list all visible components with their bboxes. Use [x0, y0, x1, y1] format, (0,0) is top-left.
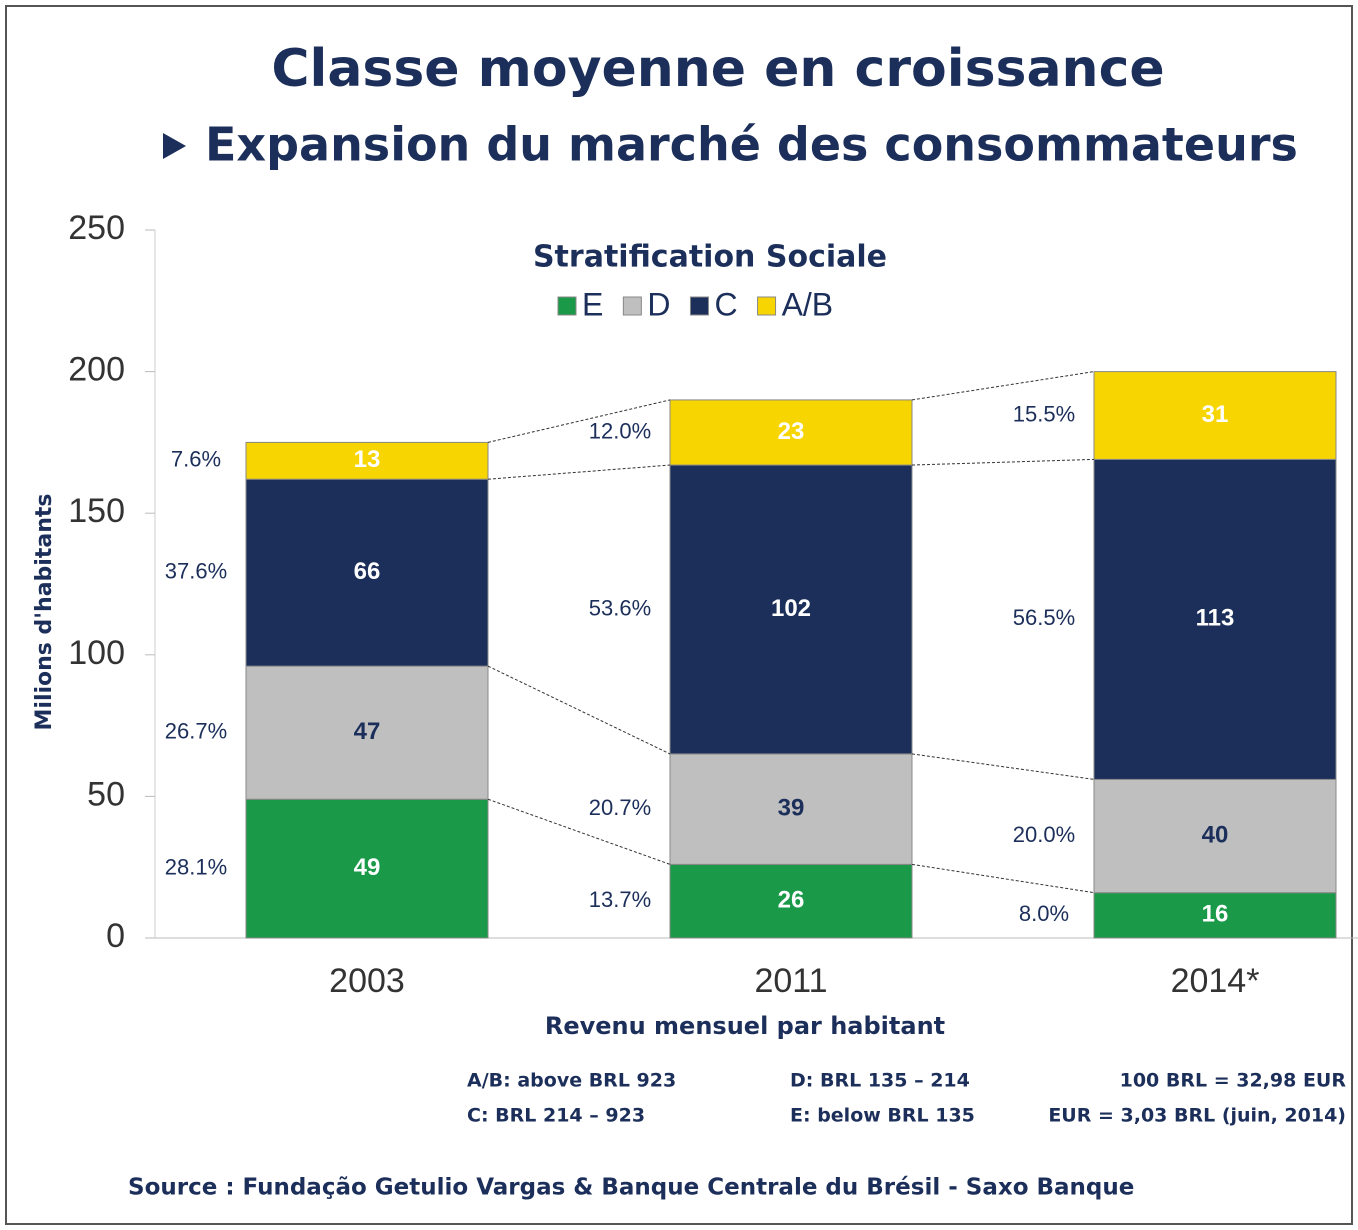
share-label: 12.0%	[589, 418, 651, 443]
bar-segment	[1093, 778, 1337, 894]
connector	[911, 753, 1095, 780]
bar-segment	[1093, 892, 1337, 939]
bar-segment	[245, 441, 489, 480]
connector	[911, 863, 1095, 894]
legend-swatch	[622, 296, 642, 316]
share-label: 20.7%	[589, 795, 651, 820]
share-label: 13.7%	[589, 887, 651, 912]
legend-label: E	[582, 286, 603, 322]
bar-segment	[1093, 371, 1337, 460]
value-label: 16	[1202, 901, 1229, 928]
value-label: 26	[778, 887, 805, 914]
share-label: 26.7%	[165, 718, 227, 743]
y-tick-label: 250	[68, 209, 125, 247]
legend-swatch	[557, 296, 577, 316]
legend-swatch	[689, 296, 709, 316]
value-label: 13	[354, 446, 381, 473]
x-tick-label: 2014*	[1171, 962, 1260, 1000]
x-axis-label: Revenu mensuel par habitant	[545, 1012, 945, 1040]
legend-swatch	[757, 296, 777, 316]
value-label: 66	[354, 558, 381, 585]
value-label: 31	[1202, 401, 1229, 428]
share-label: 53.6%	[589, 595, 651, 620]
y-axis-label: Milions d'habitants	[32, 494, 57, 731]
note: A/B: above BRL 923	[467, 1070, 676, 1092]
legend-label: A/B	[782, 286, 834, 322]
x-tick-label: 2011	[754, 962, 827, 1000]
connector	[911, 458, 1095, 466]
value-label: 113	[1196, 605, 1235, 632]
legend-label: D	[647, 286, 670, 322]
value-label: 47	[354, 718, 381, 745]
bullet-icon	[163, 133, 186, 159]
value-label: 102	[771, 595, 811, 622]
y-tick-label: 150	[68, 492, 125, 530]
note: D: BRL 135 – 214	[790, 1070, 970, 1092]
bar-segment	[669, 399, 913, 466]
y-tick-label: 0	[106, 917, 125, 955]
source: Source : Fundação Getulio Vargas & Banqu…	[128, 1175, 1134, 1201]
share-label: 56.5%	[1013, 605, 1075, 630]
chart-subtitle: Expansion du marché des consommateurs	[205, 118, 1298, 172]
bar-segment	[1093, 458, 1337, 780]
value-label: 40	[1202, 821, 1229, 848]
value-label: 23	[778, 418, 805, 445]
note: C: BRL 214 – 923	[467, 1105, 645, 1127]
legend-title: Stratification Sociale	[533, 240, 887, 275]
legend-label: C	[714, 286, 737, 322]
connector	[487, 464, 671, 480]
y-tick-label: 50	[87, 775, 125, 813]
share-label: 28.1%	[165, 854, 227, 879]
bar-segment	[245, 478, 489, 667]
bar-segment	[245, 798, 489, 939]
share-label: 7.6%	[171, 447, 221, 472]
note: EUR = 3,03 BRL (juin, 2014)	[1048, 1105, 1346, 1127]
share-label: 15.5%	[1013, 401, 1075, 426]
bar-segment	[669, 464, 913, 755]
value-label: 39	[778, 794, 805, 821]
chart-title: Classe moyenne en croissance	[271, 39, 1164, 99]
y-tick-label: 100	[68, 634, 125, 672]
connector	[487, 665, 671, 755]
share-label: 20.0%	[1013, 822, 1075, 847]
note: 100 BRL = 32,98 EUR	[1120, 1070, 1347, 1092]
bar-segment	[669, 863, 913, 939]
connector	[911, 371, 1095, 401]
y-tick-label: 200	[68, 351, 125, 389]
share-label: 8.0%	[1019, 901, 1069, 926]
connector	[487, 399, 671, 443]
share-label: 37.6%	[165, 558, 227, 583]
note: E: below BRL 135	[790, 1105, 975, 1127]
x-tick-label: 2003	[329, 962, 405, 1000]
value-label: 49	[354, 854, 381, 881]
connector	[487, 798, 671, 865]
bar-segment	[245, 665, 489, 800]
